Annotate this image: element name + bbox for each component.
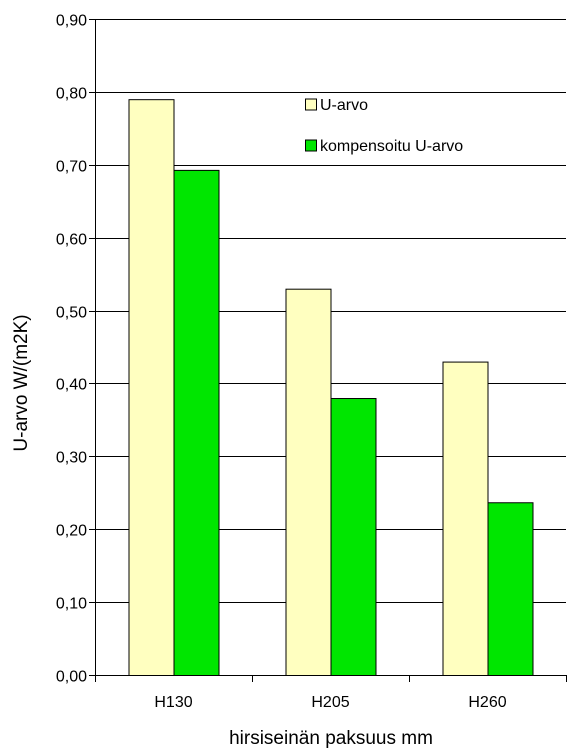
bars — [128, 99, 534, 676]
bar — [330, 398, 377, 676]
bar — [487, 502, 534, 676]
x-tick-labels: H130 H205 H260 — [154, 694, 506, 711]
y-tick-labels: 0,00 0,10 0,20 0,30 0,40 0,50 0,60 0,70 0,80 0,90 — [56, 13, 87, 686]
bar — [128, 99, 175, 676]
y-tick-label: 0,00 — [56, 669, 87, 686]
x-tick-label: H260 — [468, 694, 506, 711]
axes — [89, 19, 567, 682]
y-tick-label: 0,20 — [56, 523, 87, 540]
y-tick-label: 0,30 — [56, 450, 87, 467]
y-tick-label: 0,50 — [56, 305, 87, 322]
y-tick-label: 0,80 — [56, 86, 87, 103]
x-tick-label: H205 — [311, 694, 349, 711]
y-tick-label: 0,40 — [56, 377, 87, 394]
y-tick-label: 0,60 — [56, 232, 87, 249]
legend: U-arvo kompensoitu U-arvo — [305, 97, 463, 155]
y-tick-label: 0,90 — [56, 13, 87, 30]
legend-label: kompensoitu U-arvo — [320, 138, 463, 155]
y-tick-label: 0,70 — [56, 159, 87, 176]
y-axis-title: U-arvo W/(m2K) — [11, 314, 32, 451]
x-tick-label: H130 — [154, 694, 192, 711]
legend-swatch — [305, 139, 317, 152]
bar — [173, 169, 220, 676]
legend-swatch — [305, 98, 317, 111]
bar — [442, 361, 489, 676]
bar — [285, 288, 332, 676]
legend-label: U-arvo — [320, 97, 368, 114]
y-tick-label: 0,10 — [56, 596, 87, 613]
x-axis-title: hirsiseinän paksuus mm — [229, 728, 433, 749]
